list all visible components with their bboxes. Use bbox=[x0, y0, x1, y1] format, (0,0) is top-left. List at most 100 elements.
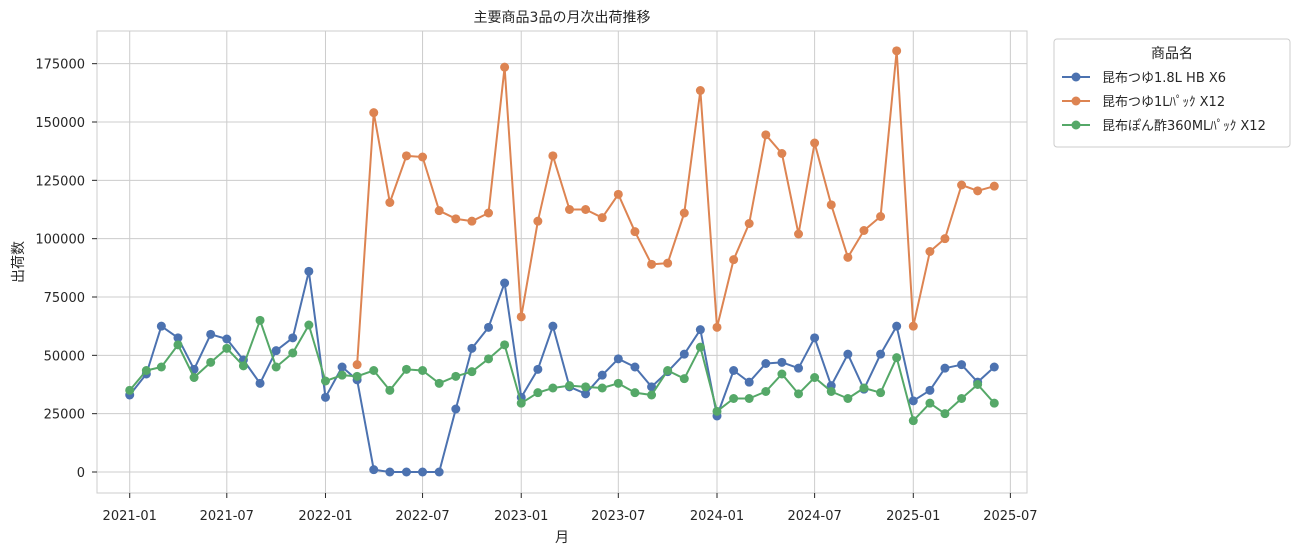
legend-marker bbox=[1071, 72, 1081, 82]
data-point bbox=[925, 247, 935, 256]
data-point bbox=[679, 374, 689, 384]
y-tick-label: 0 bbox=[77, 466, 85, 481]
data-point bbox=[156, 362, 166, 372]
y-tick-label: 25000 bbox=[44, 408, 85, 423]
data-point bbox=[500, 62, 510, 72]
data-point bbox=[581, 382, 591, 392]
data-point bbox=[597, 370, 607, 380]
data-point bbox=[744, 394, 754, 403]
data-point bbox=[401, 467, 411, 477]
data-point bbox=[451, 371, 461, 381]
data-point bbox=[876, 212, 886, 221]
data-point bbox=[859, 383, 869, 393]
data-point bbox=[337, 362, 347, 372]
data-point bbox=[729, 255, 739, 265]
data-point bbox=[434, 467, 444, 477]
data-point bbox=[712, 406, 722, 416]
data-point bbox=[288, 333, 298, 343]
data-point bbox=[484, 322, 494, 332]
x-axis-label: 月 bbox=[555, 530, 569, 546]
data-point bbox=[385, 385, 395, 395]
data-point bbox=[908, 416, 918, 426]
y-tick-label: 75000 bbox=[44, 291, 85, 306]
data-point bbox=[663, 366, 673, 375]
data-point bbox=[516, 398, 526, 408]
gridlines bbox=[97, 31, 1027, 493]
data-point bbox=[125, 385, 135, 395]
x-tick-label: 2024-07 bbox=[787, 509, 841, 524]
data-point bbox=[418, 152, 428, 162]
data-point bbox=[695, 342, 705, 352]
data-point bbox=[206, 329, 216, 339]
data-point bbox=[826, 387, 836, 396]
data-point bbox=[352, 360, 362, 370]
tick-labels: 2021-01 2021-07 2022-01 2022-07 2023-01 2023-… bbox=[35, 58, 1037, 524]
x-tick-label: 2023-07 bbox=[591, 509, 645, 524]
data-point bbox=[695, 325, 705, 335]
data-point bbox=[647, 390, 657, 400]
data-point bbox=[876, 349, 886, 359]
data-point bbox=[940, 363, 950, 373]
data-point bbox=[957, 360, 967, 370]
data-point bbox=[908, 396, 918, 406]
data-point bbox=[418, 366, 428, 375]
data-point bbox=[973, 380, 983, 389]
data-point bbox=[957, 180, 967, 190]
data-point bbox=[630, 388, 640, 398]
data-point bbox=[777, 369, 787, 379]
series-3 bbox=[125, 315, 999, 426]
x-tick-label: 2021-01 bbox=[103, 509, 157, 524]
data-point bbox=[401, 364, 411, 374]
data-point bbox=[810, 373, 820, 382]
data-point bbox=[925, 398, 935, 408]
x-tick-label: 2022-07 bbox=[395, 509, 449, 524]
data-point bbox=[467, 367, 477, 377]
data-point bbox=[613, 189, 623, 199]
data-point bbox=[533, 364, 543, 374]
legend-marker bbox=[1071, 96, 1081, 106]
data-point bbox=[729, 394, 739, 403]
legend-label: 昆布つゆ1.8L HB X6 bbox=[1102, 71, 1226, 86]
data-point bbox=[304, 320, 314, 330]
series-line bbox=[128, 270, 995, 473]
data-point bbox=[892, 321, 902, 331]
data-point bbox=[548, 383, 558, 393]
x-tick-label: 2024-01 bbox=[690, 509, 744, 524]
data-point bbox=[940, 409, 950, 419]
data-point bbox=[876, 388, 886, 398]
data-point bbox=[548, 151, 558, 161]
legend: 商品名 昆布つゆ1.8L HB X6 昆布つゆ1Lﾊﾟｯｸ X12 昆布ぽん酢360… bbox=[1053, 38, 1291, 148]
data-point bbox=[647, 259, 657, 269]
data-point bbox=[434, 206, 444, 216]
legend-items: 昆布つゆ1.8L HB X6 昆布つゆ1Lﾊﾟｯｸ X12 昆布ぽん酢360MLﾊﾟ… bbox=[1062, 71, 1266, 134]
data-point bbox=[989, 181, 999, 191]
data-point bbox=[255, 315, 265, 325]
data-point bbox=[320, 376, 330, 386]
data-point bbox=[712, 322, 722, 332]
data-point bbox=[304, 266, 314, 276]
data-point bbox=[908, 321, 918, 331]
data-point bbox=[467, 343, 477, 353]
x-tick-label: 2025-01 bbox=[886, 509, 940, 524]
data-point bbox=[222, 334, 232, 344]
data-point bbox=[206, 357, 216, 367]
data-point bbox=[451, 214, 461, 224]
data-point bbox=[581, 389, 591, 399]
y-tick-label: 175000 bbox=[35, 58, 85, 73]
chart-title: 主要商品3品の月次出荷推移 bbox=[474, 10, 651, 26]
data-point bbox=[288, 348, 298, 358]
data-point bbox=[401, 151, 411, 161]
data-point bbox=[533, 216, 543, 226]
legend-label: 昆布ぽん酢360MLﾊﾟｯｸ X12 bbox=[1102, 119, 1266, 134]
plot-area-frame bbox=[96, 30, 1028, 494]
data-point bbox=[729, 366, 739, 375]
y-tick-label: 50000 bbox=[44, 349, 85, 364]
data-point bbox=[533, 388, 543, 398]
data-point bbox=[173, 340, 183, 350]
data-point bbox=[385, 467, 395, 477]
data-point bbox=[385, 198, 395, 207]
data-point bbox=[581, 205, 591, 214]
data-point bbox=[679, 349, 689, 359]
x-tick-label: 2021-07 bbox=[200, 509, 254, 524]
data-point bbox=[451, 404, 461, 414]
